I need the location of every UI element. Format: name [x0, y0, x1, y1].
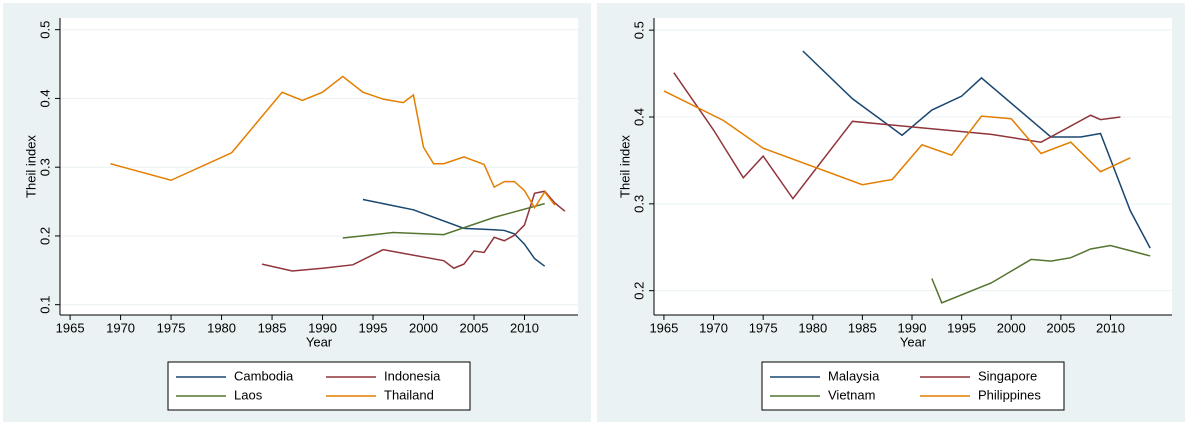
y-tick-label: 0.3	[631, 195, 646, 213]
legend-box	[761, 361, 1065, 411]
legend-label: Philippines	[978, 387, 1041, 402]
x-tick-label: 1980	[207, 320, 236, 335]
x-tick-label: 1990	[308, 320, 337, 335]
x-tick-label: 1965	[56, 320, 85, 335]
x-tick-label: 2005	[1046, 320, 1075, 335]
data-line	[663, 90, 1131, 186]
y-tick-label: 0.2	[37, 227, 52, 245]
y-tick-label: 0.4	[631, 108, 646, 126]
x-tick-label: 1975	[749, 320, 778, 335]
plot-area	[60, 18, 578, 315]
y-tick-label: 0.4	[37, 89, 52, 107]
x-tick-label: 2000	[409, 320, 438, 335]
data-line	[673, 72, 1121, 200]
x-tick-label: 1975	[157, 320, 186, 335]
x-axis-title: Year	[306, 334, 333, 349]
legend-label: Indonesia	[384, 368, 441, 383]
legend-label: Laos	[234, 387, 263, 402]
y-tick-label: 0.5	[37, 21, 52, 39]
x-tick-label: 1985	[258, 320, 287, 335]
legend-label: Thailand	[384, 387, 434, 402]
chart-panel: 0.2 0.3 0.4 0.5 1965 1970 1975 1980 1985 1990 1995…	[597, 3, 1185, 422]
x-tick-label: 1995	[947, 320, 976, 335]
legend-box	[167, 361, 471, 411]
y-tick-label: 0.5	[631, 21, 646, 39]
legend-label: Singapore	[978, 368, 1037, 383]
x-tick-label: 1970	[106, 320, 135, 335]
x-tick-label: 1995	[359, 320, 388, 335]
x-tick-label: 2005	[460, 320, 489, 335]
x-tick-label: 2010	[510, 320, 539, 335]
x-tick-label: 2000	[997, 320, 1026, 335]
data-line	[261, 190, 566, 272]
y-tick-label: 0.2	[631, 282, 646, 300]
y-tick-label: 0.1	[37, 296, 52, 314]
data-line	[931, 244, 1151, 304]
legend-label: Cambodia	[234, 368, 294, 383]
x-tick-label: 1970	[699, 320, 728, 335]
x-axis-title: Year	[900, 334, 927, 349]
x-tick-label: 2010	[1096, 320, 1125, 335]
y-tick-label: 0.3	[37, 158, 52, 176]
x-tick-label: 1985	[848, 320, 877, 335]
data-line	[342, 202, 545, 239]
legend-label: Malaysia	[828, 368, 880, 383]
y-axis-title: Theil index	[23, 135, 38, 198]
x-tick-label: 1980	[798, 320, 827, 335]
plot-area	[654, 18, 1172, 315]
data-line	[802, 50, 1151, 249]
data-line	[110, 75, 556, 210]
data-line	[362, 198, 546, 267]
x-tick-label: 1990	[898, 320, 927, 335]
x-tick-label: 1965	[649, 320, 678, 335]
chart-panel: 0.1 0.2 0.3 0.4 0.5 1965 1970 1975 1980 1985 1990 1…	[3, 3, 591, 422]
y-axis-title: Theil index	[617, 135, 632, 198]
legend-label: Vietnam	[828, 387, 875, 402]
